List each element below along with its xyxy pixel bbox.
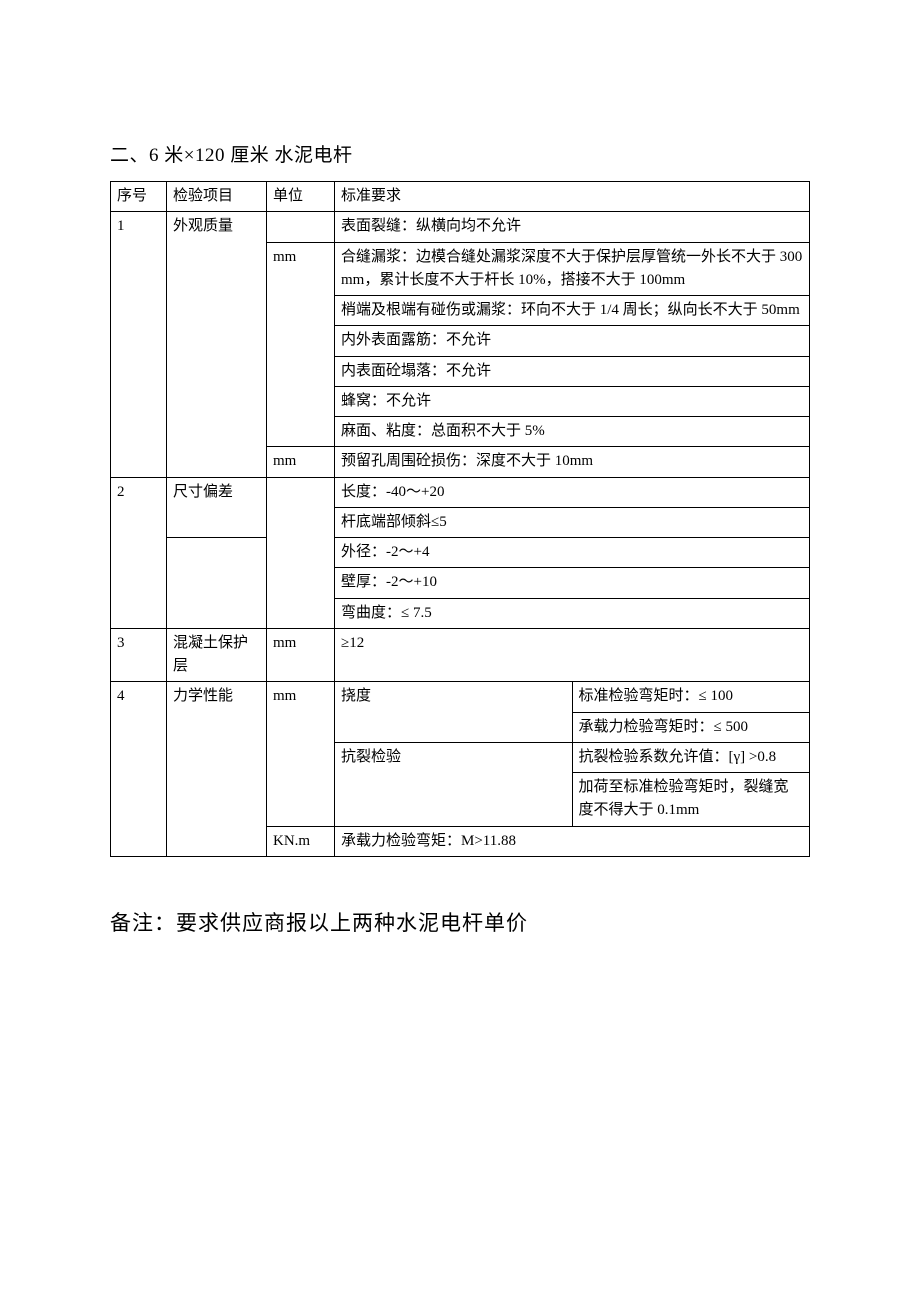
- cell-req: 弯曲度：≤ 7.5: [335, 598, 810, 628]
- cell-req: 表面裂缝：纵横向均不允许: [335, 212, 810, 242]
- cell-req: 内表面砼塌落：不允许: [335, 356, 810, 386]
- cell-unit: [267, 212, 335, 242]
- table-row: 2 尺寸偏差 长度：-40～+20: [111, 477, 810, 507]
- cell-unit: mm: [267, 682, 335, 826]
- cell-req: 合缝漏浆：边模合缝处漏浆深度不大于保护层厚管统一外长不大于 300mm，累计长度…: [335, 242, 810, 296]
- cell-item: 力学性能: [167, 682, 267, 857]
- cell-item: 混凝土保护层: [167, 628, 267, 682]
- th-req: 标准要求: [335, 182, 810, 212]
- cell-req: 承载力检验弯矩时：≤ 500: [572, 712, 810, 742]
- cell-req: 抗裂检验系数允许值：[γ] >0.8: [572, 742, 810, 772]
- cell-req: 标准检验弯矩时：≤ 100: [572, 682, 810, 712]
- cell-unit: mm: [267, 447, 335, 477]
- cell-item: [167, 538, 267, 629]
- th-seq: 序号: [111, 182, 167, 212]
- cell-req: 内外表面露筋：不允许: [335, 326, 810, 356]
- table-row: 3 混凝土保护层 mm ≥12: [111, 628, 810, 682]
- th-item: 检验项目: [167, 182, 267, 212]
- cell-req: 外径：-2～+4: [335, 538, 810, 568]
- cell-req: 壁厚：-2～+10: [335, 568, 810, 598]
- table-header-row: 序号 检验项目 单位 标准要求: [111, 182, 810, 212]
- cell-unit: mm: [267, 242, 335, 447]
- section-heading: 二、6 米×120 厘米 水泥电杆: [110, 140, 810, 167]
- cell-sub: 挠度: [335, 682, 573, 743]
- table-row: 1 外观质量 表面裂缝：纵横向均不允许: [111, 212, 810, 242]
- cell-seq: 4: [111, 682, 167, 857]
- cell-item: 外观质量: [167, 212, 267, 477]
- cell-unit: mm: [267, 628, 335, 682]
- cell-unit: [267, 477, 335, 628]
- cell-req: 蜂窝：不允许: [335, 386, 810, 416]
- cell-unit: KN.m: [267, 826, 335, 856]
- cell-req: 梢端及根端有碰伤或漏浆：环向不大于 1/4 周长；纵向长不大于 50mm: [335, 296, 810, 326]
- cell-req: 预留孔周围砼损伤：深度不大于 10mm: [335, 447, 810, 477]
- spec-table: 序号 检验项目 单位 标准要求 1 外观质量 表面裂缝：纵横向均不允许 mm 合…: [110, 181, 810, 857]
- cell-seq: 3: [111, 628, 167, 682]
- cell-req: 承载力检验弯矩：M>11.88: [335, 826, 810, 856]
- cell-req: 长度：-40～+20: [335, 477, 810, 507]
- cell-item: 尺寸偏差: [167, 477, 267, 538]
- table-row: 4 力学性能 mm 挠度 标准检验弯矩时：≤ 100: [111, 682, 810, 712]
- cell-req: 加荷至标准检验弯矩时，裂缝宽度不得大于 0.1mm: [572, 773, 810, 827]
- cell-req: 麻面、粘度：总面积不大于 5%: [335, 417, 810, 447]
- th-unit: 单位: [267, 182, 335, 212]
- table-row: 外径：-2～+4: [111, 538, 810, 568]
- cell-req: ≥12: [335, 628, 810, 682]
- cell-seq: 1: [111, 212, 167, 477]
- footnote: 备注：要求供应商报以上两种水泥电杆单价: [110, 907, 810, 937]
- cell-seq: 2: [111, 477, 167, 628]
- cell-req: 杆底端部倾斜≤5: [335, 507, 810, 537]
- cell-sub: 抗裂检验: [335, 742, 573, 826]
